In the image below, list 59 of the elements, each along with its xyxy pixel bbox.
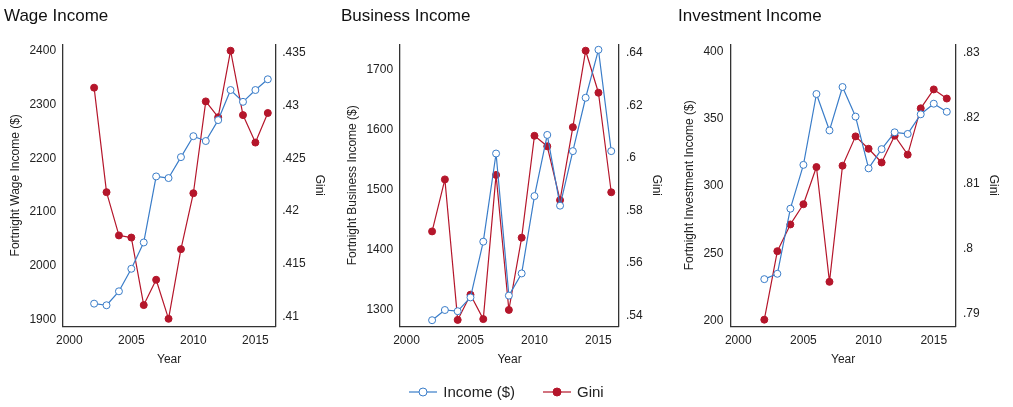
- y-tick-label: 2400: [29, 43, 57, 58]
- y-tick-label: 200: [703, 312, 724, 327]
- y-tick-label: 1400: [366, 242, 394, 257]
- y-tick-label: 1700: [366, 62, 394, 77]
- chart-title: Wage Income: [4, 5, 109, 25]
- y-tick-label: 2000: [29, 257, 57, 272]
- y-tick-label: 2100: [29, 204, 57, 219]
- y2-tick-label: .42: [282, 203, 300, 218]
- y2-tick-label: .54: [625, 308, 643, 323]
- y-axis-title: Fortnight Business Income ($): [344, 105, 359, 266]
- y2-tick-label: .79: [962, 306, 980, 321]
- y-tick-label: 350: [703, 111, 724, 126]
- y2-tick-label: .41: [282, 309, 300, 324]
- y-tick-label: 1500: [366, 182, 394, 197]
- x-tick-label: 2015: [585, 332, 613, 347]
- x-tick-label: 2000: [393, 332, 421, 347]
- x-axis-title: Year: [157, 352, 182, 367]
- y2-tick-label: .83: [962, 45, 980, 60]
- y-tick-label: 1300: [366, 302, 394, 317]
- y2-tick-label: .62: [625, 97, 643, 112]
- y2-axis-title: Gini: [313, 174, 328, 196]
- x-tick-label: 2010: [855, 332, 883, 347]
- y-tick-label: 1900: [29, 311, 57, 326]
- y2-tick-label: .43: [282, 97, 300, 112]
- x-tick-label: 2015: [920, 332, 948, 347]
- y-tick-label: 250: [703, 245, 724, 260]
- y-tick-label: 1600: [366, 122, 394, 137]
- y2-tick-label: .58: [625, 202, 643, 217]
- x-tick-label: 2015: [242, 332, 270, 347]
- chart-title: Investment Income: [678, 5, 822, 25]
- y2-tick-label: .415: [282, 256, 306, 271]
- y2-tick-label: .56: [625, 255, 643, 270]
- x-tick-label: 2010: [180, 332, 208, 347]
- chart-title: Business Income: [341, 5, 471, 25]
- y-tick-label: 2200: [29, 150, 57, 165]
- legend-label: Income ($): [443, 383, 515, 400]
- y2-tick-label: .435: [282, 45, 306, 60]
- legend-label: Gini: [577, 383, 604, 400]
- x-axis-title: Year: [831, 352, 856, 367]
- x-tick-label: 2005: [457, 332, 485, 347]
- y2-axis-title: Gini: [650, 174, 665, 196]
- y2-tick-label: .425: [282, 150, 306, 165]
- x-tick-label: 2000: [724, 332, 752, 347]
- x-axis-title: Year: [497, 352, 522, 367]
- y-axis-title: Fortnight Wage Income ($): [7, 114, 22, 257]
- y2-tick-label: .82: [962, 110, 980, 125]
- y2-tick-label: .8: [962, 240, 974, 255]
- y2-tick-label: .81: [962, 175, 980, 190]
- y-tick-label: 400: [703, 43, 724, 58]
- y2-axis-title: Gini: [987, 174, 1002, 196]
- y2-tick-label: .6: [625, 150, 637, 165]
- x-tick-label: 2000: [55, 332, 83, 347]
- y-axis-title: Fortnight Investment Income ($): [681, 100, 696, 271]
- y2-tick-label: .64: [625, 45, 643, 60]
- y-tick-label: 2300: [29, 96, 57, 111]
- x-tick-label: 2005: [790, 332, 818, 347]
- x-tick-label: 2010: [521, 332, 549, 347]
- y-tick-label: 300: [703, 178, 724, 193]
- x-tick-label: 2005: [117, 332, 145, 347]
